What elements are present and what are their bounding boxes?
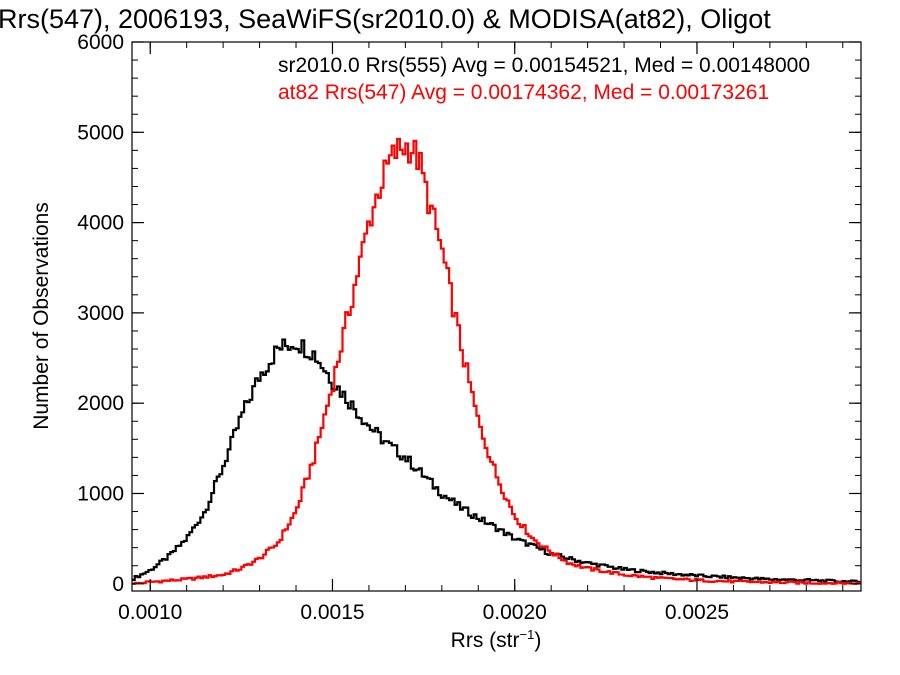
y-tick-label: 2000	[77, 392, 124, 415]
chart-title: Rrs(547), 2006193, SeaWiFS(sr2010.0) & M…	[0, 4, 771, 34]
legend-annotation-sr2010: sr2010.0 Rrs(555) Avg = 0.00154521, Med …	[278, 54, 810, 77]
plot-frame	[131, 41, 862, 592]
x-tick-label: 0.0025	[665, 601, 729, 624]
y-tick-label: 6000	[77, 31, 124, 54]
y-tick-label: 5000	[77, 121, 124, 144]
series-1-histogram	[132, 137, 861, 585]
y-tick-label: 1000	[77, 482, 124, 505]
y-axis-label: Number of Observations	[30, 202, 53, 430]
x-axis-label-main: Rrs (str	[451, 629, 520, 652]
series-layer	[132, 137, 861, 585]
x-axis-label-superscript: −1	[520, 627, 535, 642]
series-0-histogram	[132, 338, 861, 585]
x-axis-label-close: )	[534, 629, 541, 652]
y-tick-label: 4000	[77, 212, 124, 235]
x-tick-label: 0.0015	[300, 601, 364, 624]
y-tick-label: 0	[112, 573, 124, 596]
axis-layer: 0.0010 0.0015 0.0020 0.0025 0 1000 2000 3000 400…	[77, 31, 861, 624]
x-tick-label: 0.0020	[483, 601, 547, 624]
x-axis-label: Rrs (str−1)	[451, 627, 542, 652]
x-tick-label: 0.0010	[118, 601, 182, 624]
legend-annotation-at82: at82 Rrs(547) Avg = 0.00174362, Med = 0.…	[278, 81, 769, 104]
y-tick-label: 3000	[77, 302, 124, 325]
